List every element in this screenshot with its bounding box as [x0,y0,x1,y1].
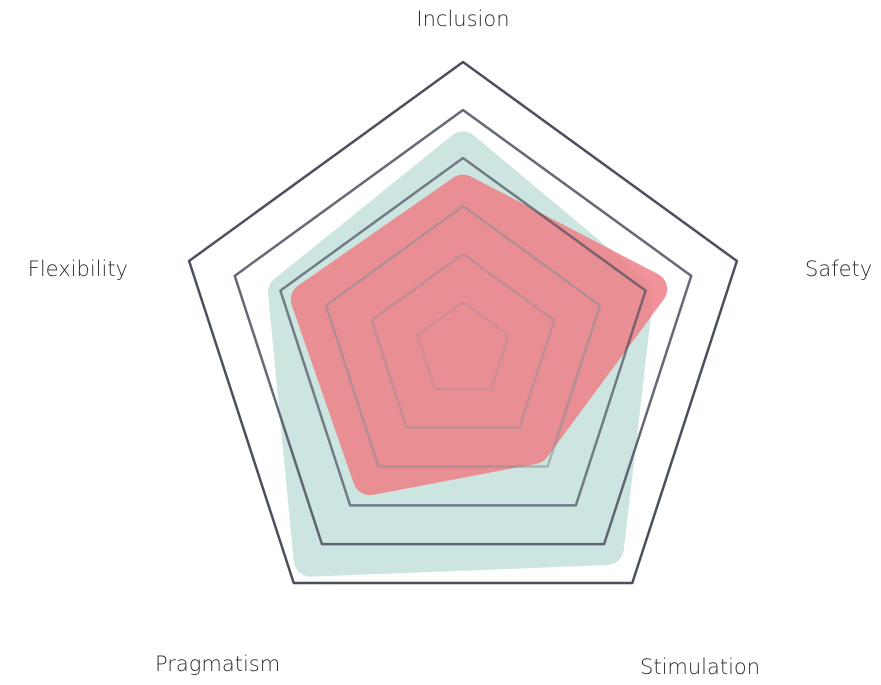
axis-label: Stimulation [640,655,760,679]
grid-ring [324,204,602,468]
axis-label: Flexibility [28,257,128,281]
axis-label: Inclusion [416,7,509,31]
grid-ring [233,108,693,546]
grid-ring [370,252,556,429]
axis-label: Safety [805,257,872,281]
grid-ring [187,60,739,585]
axis-label: Pragmatism [155,652,280,676]
radar-area [290,174,668,496]
grid-ring [416,300,510,391]
grid-ring [279,156,647,507]
